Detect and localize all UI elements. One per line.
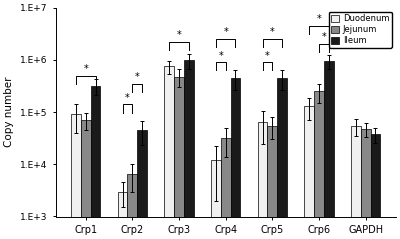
Text: *: * [135, 72, 140, 82]
Y-axis label: Copy number: Copy number [4, 77, 14, 147]
Bar [324, 61, 334, 239]
Bar [268, 126, 277, 239]
Text: *: * [223, 27, 228, 37]
Bar [361, 129, 370, 239]
Bar [370, 134, 380, 239]
Text: *: * [177, 30, 182, 40]
Text: *: * [322, 33, 326, 42]
Bar [277, 78, 287, 239]
Bar [137, 130, 147, 239]
Bar [184, 60, 194, 239]
Bar [211, 160, 221, 239]
Bar [118, 192, 128, 239]
Bar [91, 86, 100, 239]
Bar [314, 91, 324, 239]
Legend: Duodenum, Jejunum, Ileum: Duodenum, Jejunum, Ileum [328, 12, 392, 48]
Bar [164, 66, 174, 239]
Bar [351, 126, 361, 239]
Bar [258, 122, 268, 239]
Text: *: * [270, 27, 275, 37]
Text: *: * [83, 64, 88, 74]
Bar [230, 78, 240, 239]
Text: *: * [265, 50, 270, 60]
Text: *: * [317, 14, 321, 24]
Bar [81, 120, 91, 239]
Bar [71, 114, 81, 239]
Text: *: * [125, 93, 130, 103]
Bar [174, 76, 184, 239]
Bar [304, 106, 314, 239]
Bar [221, 138, 230, 239]
Bar [128, 174, 137, 239]
Text: *: * [218, 50, 223, 60]
